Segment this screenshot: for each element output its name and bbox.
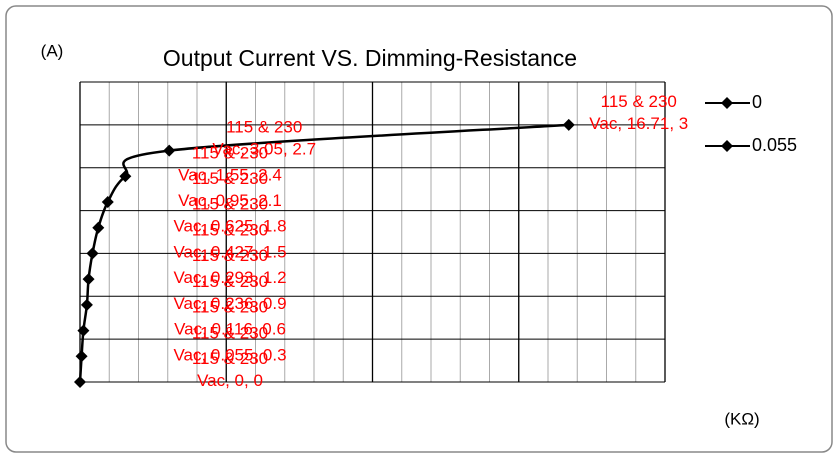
data-label: 115 & 230 Vac, 0.625, 1.8: [173, 195, 286, 236]
data-label: 115 & 230 Vac, 0.95, 2.1: [178, 169, 282, 210]
data-point: [101, 196, 114, 208]
data-point: [77, 324, 90, 337]
data-label-line: 115 & 230: [226, 118, 302, 137]
data-label: 115 & 230 Vac, 0.427, 1.5: [173, 221, 286, 262]
data-label-line: 115 & 230: [192, 272, 268, 291]
data-label-line: 115 & 230: [192, 169, 268, 188]
data-label: 115 & 230 Vac, 0, 0: [192, 349, 268, 390]
data-label: 115 & 230 Vac, 0.116, 0.6: [174, 298, 286, 339]
data-label-line: 115 & 230: [192, 195, 268, 214]
data-label-line: 115 & 230: [192, 247, 268, 266]
data-label-line: Vac, 0.055, 0.3: [173, 346, 286, 365]
data-label-line: Vac, 1.55, 2.4: [178, 166, 282, 185]
data-label-line: Vac, 0.625, 1.8: [173, 217, 286, 236]
data-point: [74, 376, 86, 388]
data-label-line: Vac, 0.427, 1.5: [173, 243, 286, 262]
data-point: [163, 144, 176, 157]
data-label-line: Vac, 0.236, 0.9: [173, 294, 286, 313]
data-label: 115 & 230 Vac, 0.236, 0.9: [173, 272, 286, 313]
data-label: 115 & 230 Vac, 0.293, 1.2: [173, 247, 286, 288]
data-point: [86, 247, 99, 260]
chart-frame: [5, 5, 833, 453]
legend-marker: [721, 140, 733, 152]
data-point: [75, 350, 88, 363]
data-label-line: Vac, 0.95, 2.1: [178, 191, 282, 210]
data-point: [562, 118, 575, 131]
data-label-line: Vac, 0.116, 0.6: [174, 320, 286, 339]
data-label-line: 115 & 230: [192, 324, 268, 343]
data-label: 115 & 230 Vac, 3.05, 2.7: [212, 118, 316, 159]
data-label: 115 & 230 Vac, 1.55, 2.4: [178, 144, 282, 185]
data-point: [92, 221, 105, 234]
data-point: [80, 298, 93, 311]
data-label-line: 115 & 230: [192, 144, 268, 163]
y-axis-label: (A): [41, 41, 64, 60]
legend-label: 0: [752, 92, 762, 112]
data-point: [82, 273, 95, 286]
legend-label: 0.055: [752, 135, 797, 155]
data-label: 115 & 230 Vac, 0.055, 0.3: [173, 324, 286, 365]
data-label-line: 115 & 230: [601, 92, 677, 111]
x-axis-label: (KΩ): [724, 409, 759, 428]
data-label-line: 115 & 230: [192, 349, 268, 368]
data-point: [119, 170, 132, 183]
data-label-line: 115 & 230: [192, 221, 268, 240]
data-label-line: Vac, 16.71, 3: [589, 114, 688, 133]
legend-marker: [721, 97, 733, 109]
data-label-line: Vac, 0.293, 1.2: [173, 269, 286, 288]
data-label-line: 115 & 230: [192, 298, 268, 317]
data-label-line: Vac, 0, 0: [197, 371, 263, 390]
data-label: 115 & 230 Vac, 16.71, 3: [589, 92, 688, 133]
chart-title: Output Current VS. Dimming-Resistance: [163, 45, 577, 71]
data-label-line: Vac, 3.05, 2.7: [212, 140, 316, 159]
